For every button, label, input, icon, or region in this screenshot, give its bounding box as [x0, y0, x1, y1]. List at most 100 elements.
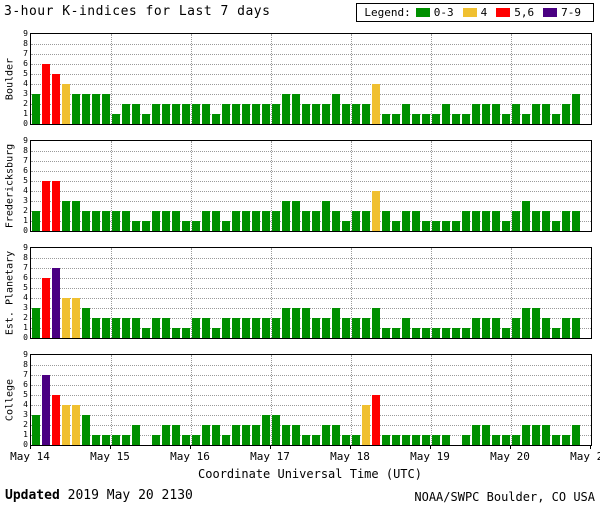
y-tick-label: 5 — [23, 176, 28, 185]
k-bar — [302, 308, 310, 338]
k-bar — [442, 104, 450, 124]
k-bar — [392, 114, 400, 124]
k-bar — [522, 308, 530, 338]
k-bar — [442, 221, 450, 231]
k-bar — [202, 425, 210, 445]
k-bar — [532, 425, 540, 445]
y-tick-label: 7 — [23, 49, 28, 58]
gridline-h — [31, 328, 591, 329]
k-bar — [432, 114, 440, 124]
k-bar — [292, 308, 300, 338]
k-bar — [52, 395, 60, 445]
k-bar — [172, 328, 180, 338]
k-bar — [212, 114, 220, 124]
gridline-h — [31, 278, 591, 279]
k-bar — [312, 318, 320, 338]
x-tick — [270, 445, 271, 449]
k-bar — [132, 104, 140, 124]
k-bar — [182, 104, 190, 124]
y-tick-label: 4 — [23, 186, 28, 195]
gridline-h — [31, 161, 591, 162]
k-bar — [492, 104, 500, 124]
k-bar — [222, 318, 230, 338]
legend-item-label: 7-9 — [561, 6, 581, 19]
k-bar — [442, 328, 450, 338]
updated-value: 2019 May 20 2130 — [67, 488, 193, 503]
k-bar — [492, 318, 500, 338]
k-bar — [382, 211, 390, 231]
k-bar — [162, 318, 170, 338]
k-bar — [142, 221, 150, 231]
y-tick-label: 6 — [23, 380, 28, 389]
k-bar — [572, 318, 580, 338]
station-label: Est. Planetary — [4, 250, 16, 336]
legend-item-label: 4 — [480, 6, 488, 19]
k-bar — [322, 201, 330, 231]
k-bar — [242, 318, 250, 338]
k-bar — [92, 435, 100, 445]
k-bar — [82, 308, 90, 338]
k-bar — [122, 435, 130, 445]
gridline-h — [31, 54, 591, 55]
k-bar — [332, 308, 340, 338]
k-bar — [252, 318, 260, 338]
k-bar — [112, 435, 120, 445]
k-bar — [552, 221, 560, 231]
k-bar — [32, 94, 40, 124]
gridline-h — [31, 151, 591, 152]
x-tick — [190, 445, 191, 449]
gridline-h — [31, 435, 591, 436]
k-bar — [82, 94, 90, 124]
y-tick-label: 4 — [23, 79, 28, 88]
y-tick-label: 7 — [23, 370, 28, 379]
gridline-v — [271, 141, 272, 231]
k-bar — [562, 104, 570, 124]
k-bar — [522, 114, 530, 124]
gridline-h — [31, 268, 591, 269]
y-tick-label: 3 — [23, 410, 28, 419]
y-tick-label: 0 — [23, 226, 28, 235]
legend: Legend: 0-3 4 5,6 7-9 — [356, 3, 594, 22]
gridline-h — [31, 104, 591, 105]
k-bar — [82, 211, 90, 231]
k-bar — [322, 318, 330, 338]
k-bar — [142, 328, 150, 338]
k-bar — [512, 211, 520, 231]
y-tick-label: 5 — [23, 283, 28, 292]
k-bar — [182, 328, 190, 338]
gridline-v — [271, 34, 272, 124]
k-bar — [492, 211, 500, 231]
k-bar — [342, 221, 350, 231]
k-bar — [172, 104, 180, 124]
k-bar — [92, 318, 100, 338]
station-label: Boulder — [4, 57, 16, 101]
gridline-v — [511, 355, 512, 445]
y-tick-label: 1 — [23, 323, 28, 332]
k-bar — [162, 104, 170, 124]
k-bar — [72, 405, 80, 445]
k-bar — [412, 211, 420, 231]
k-bar — [482, 425, 490, 445]
k-bar — [162, 425, 170, 445]
gridline-h — [31, 415, 591, 416]
k-bar — [432, 328, 440, 338]
k-bar — [562, 211, 570, 231]
k-bar — [42, 278, 50, 338]
k-bar — [472, 104, 480, 124]
k-bar — [212, 425, 220, 445]
k-bar — [302, 211, 310, 231]
k-bar — [252, 104, 260, 124]
gridline-h — [31, 44, 591, 45]
k-bar — [382, 328, 390, 338]
panel-boulder: 0 1 2 3 4 5 6 7 8 9 Boulder — [5, 30, 592, 128]
k-bar — [362, 211, 370, 231]
y-tick-label: 9 — [23, 29, 28, 38]
panel-est-planetary: 0 1 2 3 4 5 6 7 8 9 Est. Planetary — [5, 244, 592, 342]
k-bar — [42, 181, 50, 231]
gridline-h — [31, 258, 591, 259]
x-tick-label: May 16 — [170, 450, 210, 463]
k-bar — [302, 104, 310, 124]
y-tick-label: 0 — [23, 440, 28, 449]
k-bar — [272, 104, 280, 124]
